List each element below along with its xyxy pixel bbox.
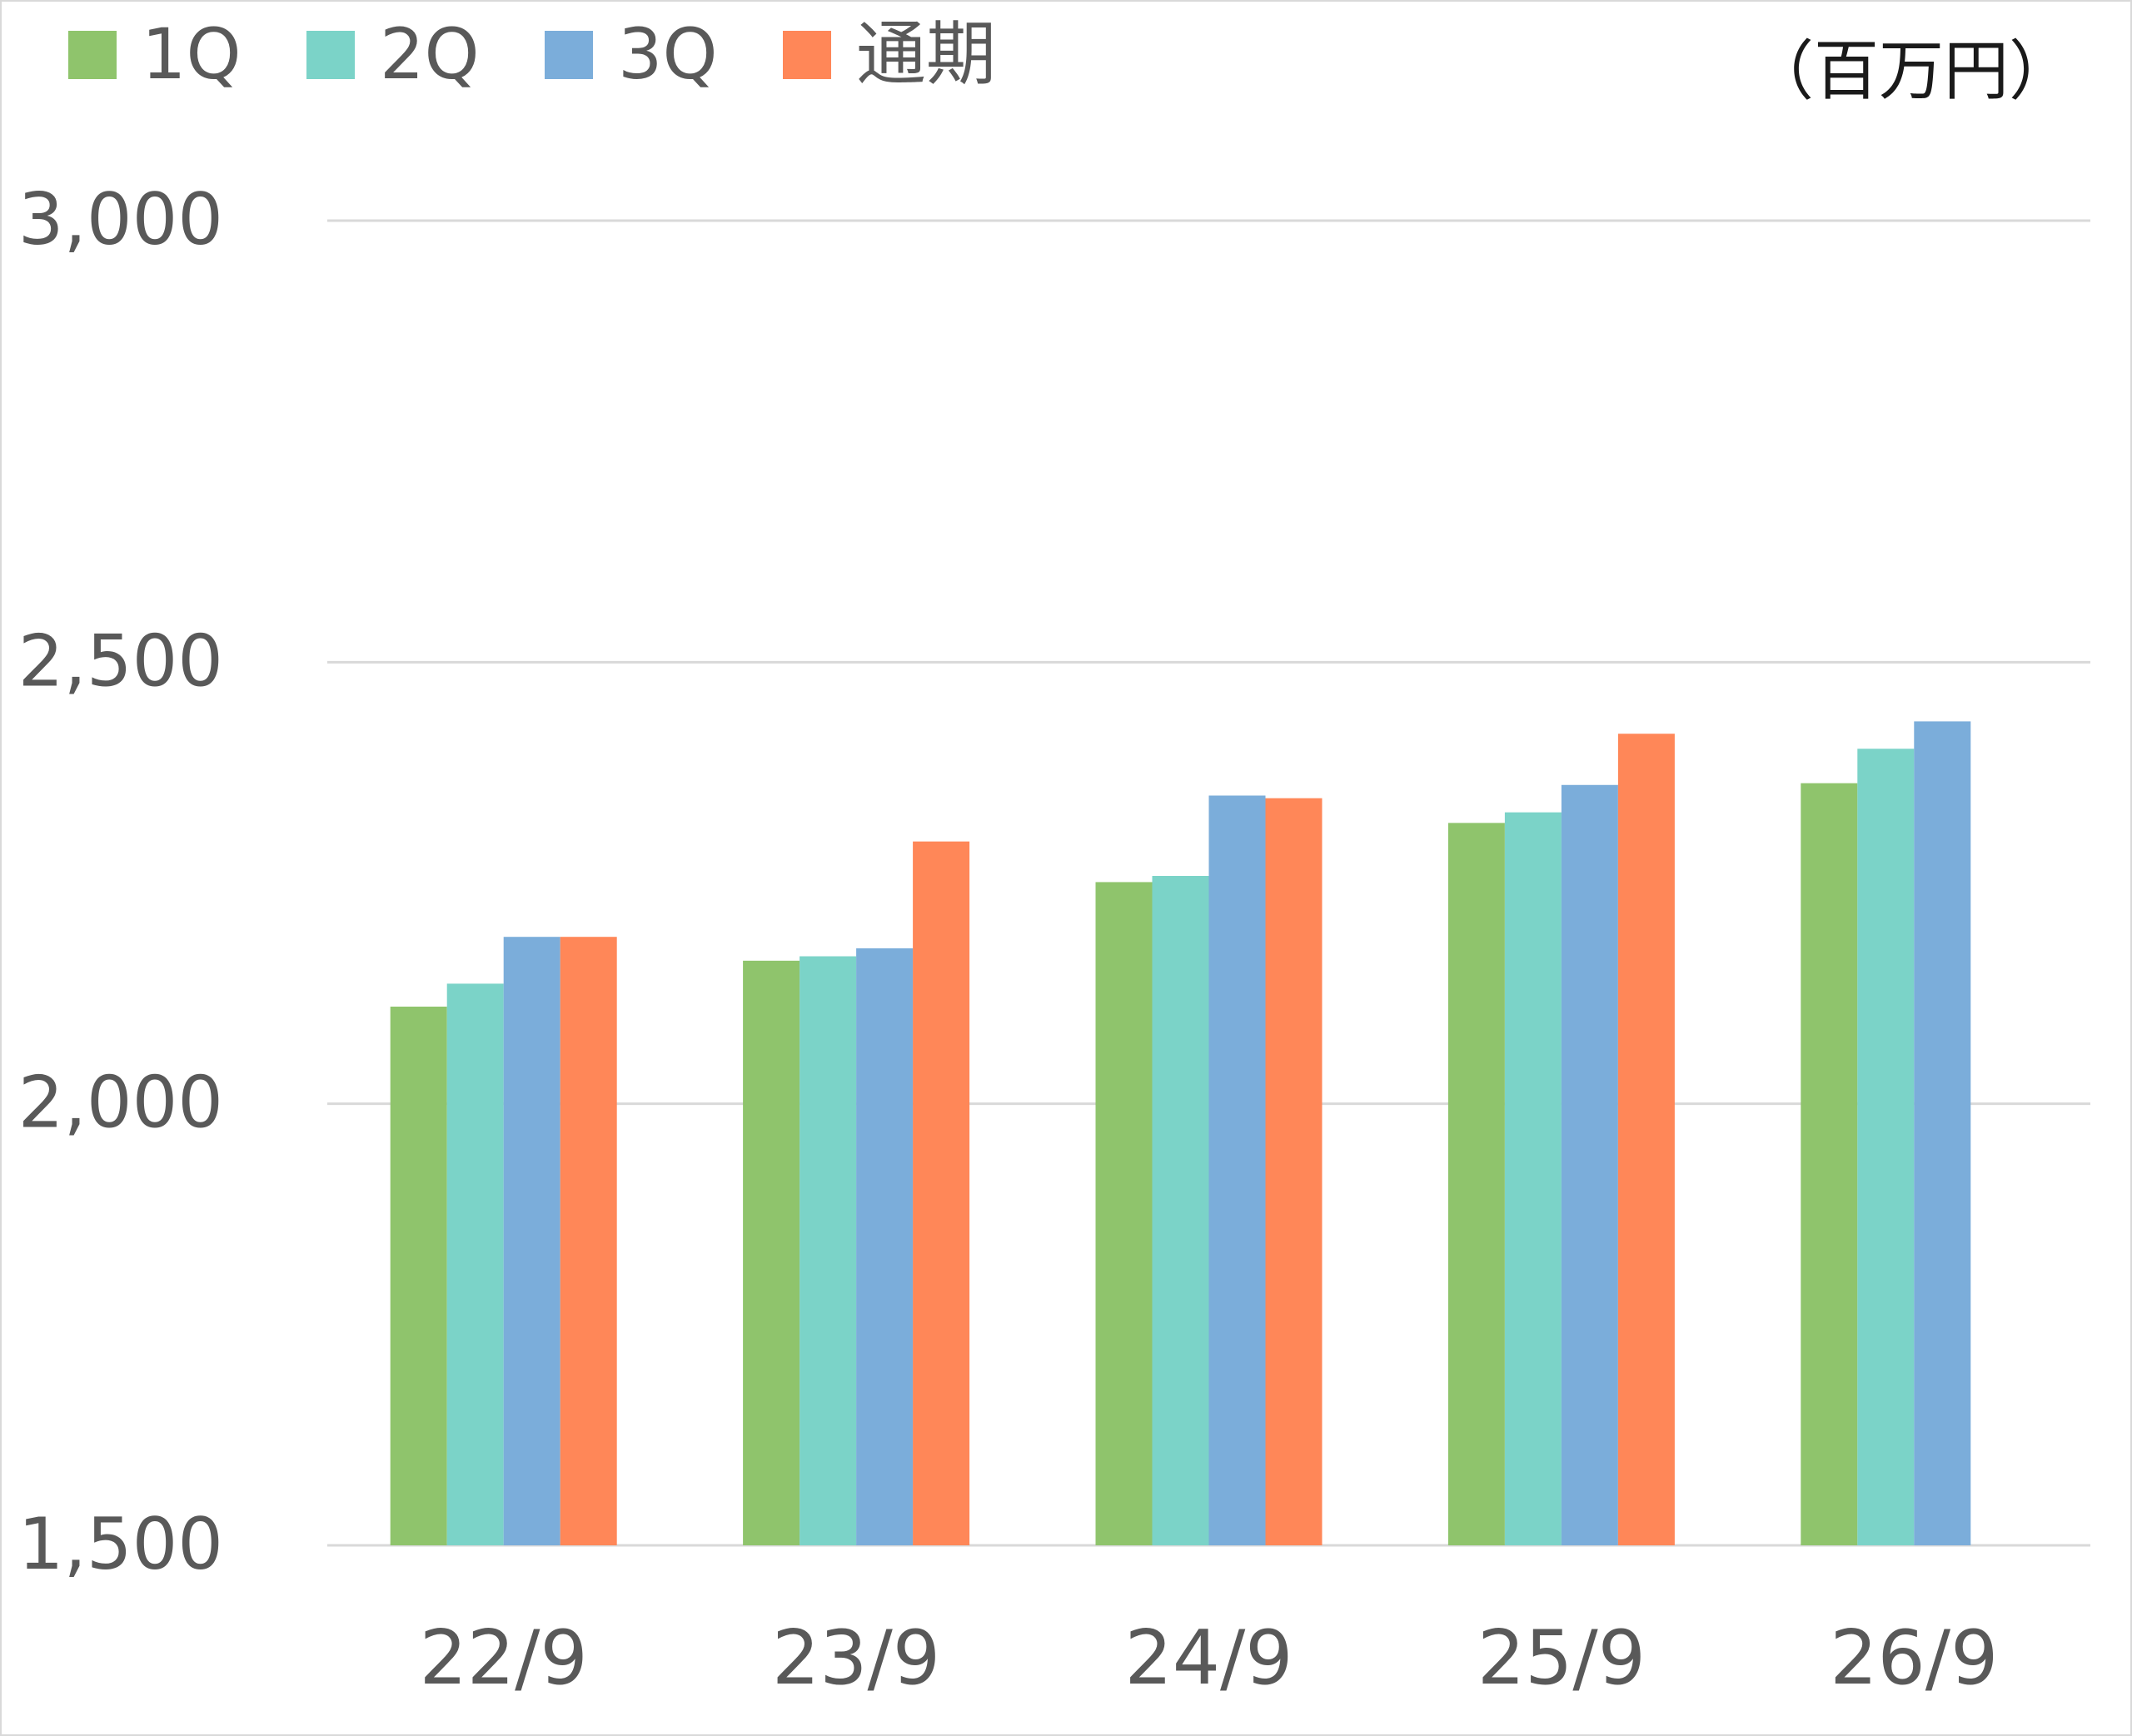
bar-2Q-23/9 <box>800 956 857 1545</box>
bar-1Q-24/9 <box>1095 882 1153 1545</box>
bar-2Q-22/9 <box>446 983 504 1545</box>
x-category-label: 26/9 <box>1830 1614 1998 1702</box>
legend: 1Q 2Q 3Q 通期 <box>68 13 996 95</box>
bar-1Q-23/9 <box>743 960 800 1545</box>
x-category-label: 22/9 <box>420 1614 588 1702</box>
unit-label: （百万円） <box>1749 34 2074 109</box>
y-axis-tick-labels: 3,000 2,500 2,000 1,500 <box>18 178 223 1586</box>
bar-3Q-25/9 <box>1561 784 1618 1545</box>
legend-label: 3Q <box>618 13 718 95</box>
legend-swatch-1Q <box>68 31 117 79</box>
y-tick-label: 2,000 <box>18 1062 223 1145</box>
bar-2Q-25/9 <box>1504 812 1562 1545</box>
x-category-label: 23/9 <box>772 1614 940 1702</box>
bar-通期-23/9 <box>913 841 970 1545</box>
bar-3Q-26/9 <box>1914 721 1971 1545</box>
bar-3Q-23/9 <box>856 948 914 1545</box>
bar-3Q-24/9 <box>1208 795 1266 1545</box>
y-tick-label: 1,500 <box>18 1503 223 1586</box>
bar-3Q-22/9 <box>503 937 560 1545</box>
bar-通期-25/9 <box>1617 734 1675 1545</box>
legend-label: 2Q <box>380 13 480 95</box>
bar-通期-22/9 <box>560 937 617 1545</box>
bar-2Q-24/9 <box>1152 876 1209 1545</box>
legend-swatch-3Q <box>545 31 593 79</box>
x-axis-category-labels: 22/9 23/9 24/9 25/9 26/9 <box>420 1614 1999 1702</box>
x-category-label: 24/9 <box>1124 1614 1293 1702</box>
bar-1Q-25/9 <box>1447 823 1505 1545</box>
bar-1Q-22/9 <box>390 1006 447 1545</box>
bar-2Q-26/9 <box>1857 749 1915 1545</box>
bars <box>390 721 1971 1545</box>
x-category-label: 25/9 <box>1477 1614 1646 1702</box>
bar-1Q-26/9 <box>1801 783 1858 1545</box>
y-tick-label: 2,500 <box>18 619 223 703</box>
legend-label: 通期 <box>856 13 996 95</box>
legend-swatch-通期 <box>783 31 831 79</box>
legend-label: 1Q <box>142 13 242 95</box>
legend-swatch-2Q <box>306 31 355 79</box>
y-tick-label: 3,000 <box>18 178 223 261</box>
bar-通期-24/9 <box>1265 798 1323 1545</box>
